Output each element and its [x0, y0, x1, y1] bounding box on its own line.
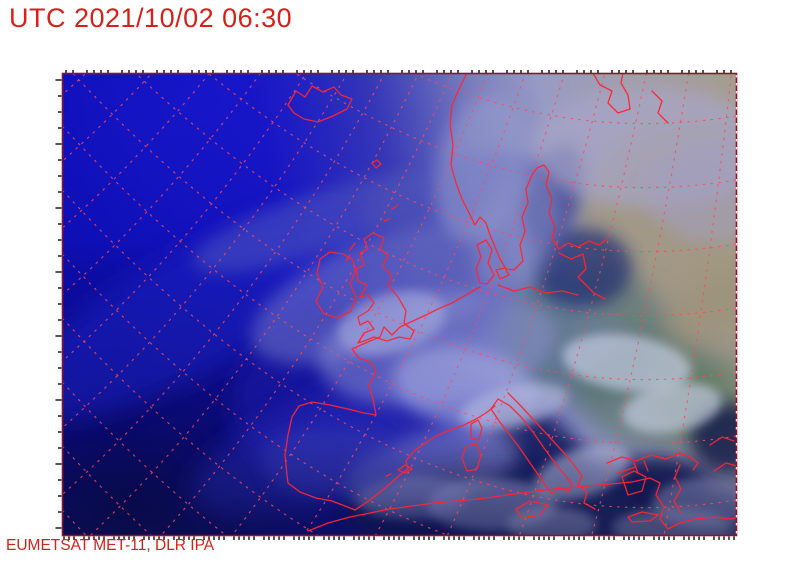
- timestamp-title: UTC 2021/10/02 06:30: [9, 3, 293, 33]
- coast-baltic: [497, 252, 606, 300]
- coast-peloponnese: [617, 466, 647, 496]
- graticule-line: [411, 73, 737, 125]
- coast-hebrides: [345, 242, 356, 262]
- graticule-line: [62, 124, 737, 445]
- graticule-line: [446, 73, 606, 536]
- tick-marks: [55, 70, 735, 540]
- coast-sardinia: [461, 443, 482, 472]
- graticule-line: [62, 73, 386, 496]
- graticule-line: [62, 380, 228, 536]
- graticule-line: [0, 46, 42, 556]
- coast-shetland: [383, 204, 399, 222]
- coast-balkans: [507, 392, 596, 510]
- coast-north-africa: [307, 477, 737, 532]
- coast-great-britain: [355, 232, 415, 344]
- coast-iceland: [287, 85, 353, 123]
- coast-denmark: [475, 239, 510, 285]
- graticule-line: [159, 73, 453, 536]
- coast-faroe: [371, 159, 382, 169]
- coast-turkey-west: [673, 464, 682, 514]
- coast-italy: [490, 398, 573, 495]
- graticule-line: [62, 73, 262, 296]
- graticule-line: [230, 73, 489, 536]
- map-border: [61, 72, 738, 537]
- graticule-line: [62, 188, 737, 509]
- imagery-base: [62, 73, 737, 536]
- coastlines-overlay: [284, 73, 737, 532]
- graticule-line: [62, 252, 452, 536]
- coast-sicily: [515, 500, 549, 519]
- graticule-line: [590, 73, 690, 536]
- source-caption: EUMETSAT MET-11, DLR IPA: [6, 537, 215, 554]
- graticule-line: [293, 73, 737, 189]
- coast-north-greece: [606, 452, 699, 474]
- graticule-line: [52, 0, 752, 60]
- coast-arctic-north: [592, 73, 669, 124]
- graticule-line: [735, 522, 737, 536]
- graticule-line: [71, 73, 737, 381]
- graticule-line: [374, 73, 566, 536]
- coast-ireland: [315, 251, 357, 319]
- graticule-line: [88, 73, 420, 536]
- graticule-line: [134, 73, 737, 317]
- graticule-line: [62, 316, 321, 536]
- graticule-line: [302, 73, 527, 536]
- coast-scandinavia: [449, 73, 608, 271]
- coast-corsica: [470, 419, 483, 441]
- coast-black-sea: [709, 436, 737, 472]
- coast-west-europe: [284, 286, 496, 511]
- coast-balearics: [385, 464, 413, 477]
- graticule-line: [207, 73, 737, 253]
- coast-crete: [627, 511, 659, 523]
- graticule-line: [663, 73, 733, 536]
